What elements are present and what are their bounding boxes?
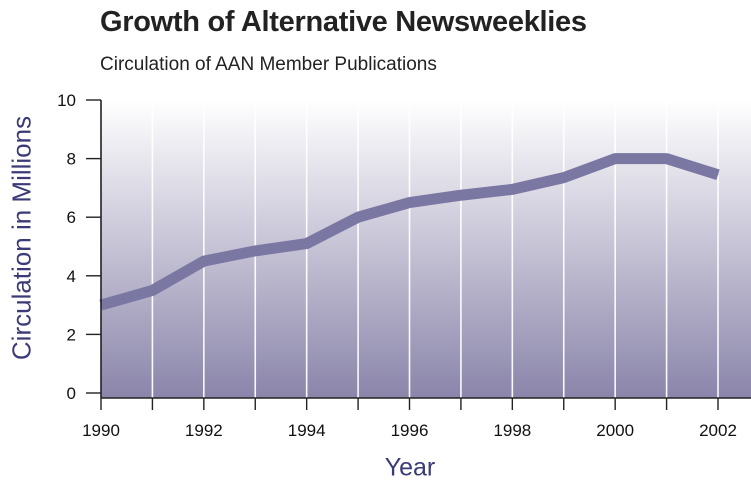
x-tick-label-2000: 2000	[596, 421, 634, 440]
y-tick-label-0: 0	[67, 384, 76, 403]
data-point-1993	[255, 250, 256, 251]
x-tick-label-1992: 1992	[185, 421, 223, 440]
x-tick-label-1998: 1998	[493, 421, 531, 440]
x-tick-label-1990: 1990	[82, 421, 120, 440]
y-tick-label-8: 8	[67, 150, 76, 169]
y-tick-label-2: 2	[67, 325, 76, 344]
data-point-1999	[563, 177, 564, 178]
data-point-1995	[358, 217, 359, 218]
data-point-1992	[203, 261, 204, 262]
data-point-1998	[512, 189, 513, 190]
data-point-1996	[409, 202, 410, 203]
data-point-2002	[718, 174, 719, 175]
data-point-1994	[306, 243, 307, 244]
x-tick-label-1996: 1996	[391, 421, 429, 440]
plot-background	[101, 100, 751, 398]
y-tick-label-10: 10	[57, 91, 76, 110]
x-tick-label-1994: 1994	[288, 421, 326, 440]
data-point-1997	[460, 195, 461, 196]
data-point-2000	[615, 158, 616, 159]
y-tick-label-6: 6	[67, 208, 76, 227]
y-tick-label-4: 4	[67, 267, 76, 286]
x-tick-label-2002: 2002	[699, 421, 737, 440]
data-point-2001	[666, 158, 667, 159]
data-point-1991	[152, 290, 153, 291]
